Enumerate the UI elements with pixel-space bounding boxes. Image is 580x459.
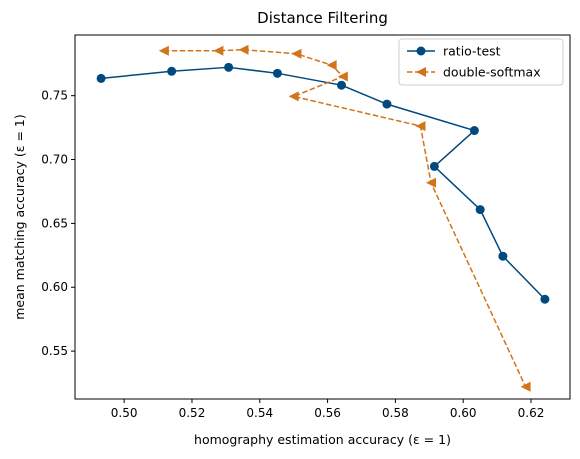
x-tick-label: 0.58 [382,406,409,420]
x-axis: 0.50 0.52 0.54 0.56 0.58 0.60 0.62 [111,399,545,420]
y-tick-label: 0.55 [41,344,68,358]
data-point-ratio-test [272,68,282,78]
data-point-double-softmax [158,45,169,56]
legend-label-ratio-test: ratio-test [443,44,501,59]
data-point-ratio-test [475,205,485,215]
data-point-double-softmax [415,121,426,132]
y-tick-label: 0.60 [41,280,68,294]
data-point-ratio-test [96,73,106,83]
series-line-double-softmax [163,48,527,388]
y-tick-label: 0.65 [41,216,68,230]
legend-label-double-softmax: double-softmax [443,65,541,80]
y-tick-label: 0.70 [41,153,68,167]
data-point-double-softmax [238,44,249,55]
y-axis-title: mean matching accuracy (ε = 1) [12,114,27,320]
x-tick-label: 0.52 [179,406,206,420]
data-point-double-softmax [288,91,299,102]
data-point-double-softmax [213,45,224,56]
plot-area-frame [74,34,571,400]
data-point-double-softmax [520,381,531,392]
data-point-ratio-test [336,80,346,90]
x-tick-label: 0.60 [450,406,477,420]
data-point-double-softmax [337,71,348,82]
data-point-ratio-test [498,251,508,261]
legend: ratio-test double-softmax [398,38,564,86]
data-point-double-softmax [291,48,302,59]
legend-marker-ratio-test [416,46,426,56]
series-double-softmax [158,44,531,392]
x-tick-label: 0.62 [518,406,545,420]
series-ratio-test [96,62,550,304]
chart-title: Distance Filtering [257,9,388,27]
series-layer [96,44,550,392]
data-point-double-softmax [326,60,337,71]
x-tick-label: 0.56 [314,406,341,420]
data-point-ratio-test [382,99,392,109]
x-tick-label: 0.50 [111,406,138,420]
data-point-ratio-test [540,294,550,304]
data-point-ratio-test [224,62,234,72]
data-point-double-softmax [425,177,436,188]
x-tick-label: 0.54 [246,406,273,420]
legend-marker-double-softmax [416,67,426,77]
data-point-ratio-test [167,66,177,76]
x-axis-title: homography estimation accuracy (ε = 1) [194,432,451,447]
y-tick-label: 0.75 [41,89,68,103]
data-point-ratio-test [429,161,439,171]
data-point-ratio-test [469,126,479,136]
legend-box [398,38,564,86]
y-axis: 0.55 0.60 0.65 0.70 0.75 [41,89,75,358]
